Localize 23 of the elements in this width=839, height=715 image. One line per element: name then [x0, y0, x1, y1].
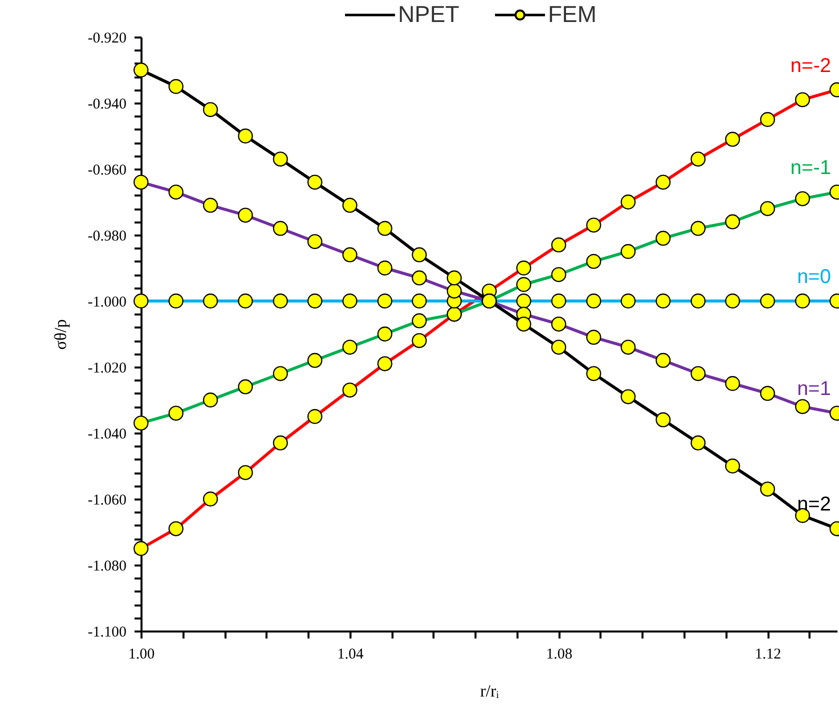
x-axis-title: r/rᵢ	[480, 682, 500, 700]
y-tick-label: -1.080	[88, 558, 126, 574]
y-tick-label: -1.060	[88, 492, 126, 508]
y-tick-label: -1.100	[88, 624, 126, 640]
y-tick-label: -0.980	[88, 228, 126, 244]
y-tick-label: -0.940	[88, 96, 126, 112]
x-tick-label: 1.12	[754, 646, 782, 662]
y-tick-label: -1.000	[88, 294, 126, 310]
legend-label: FEM	[548, 1, 597, 27]
annotation: n=-2	[790, 54, 831, 77]
x-tick-label: 1.00	[128, 646, 155, 662]
annotation: n=1	[797, 378, 831, 400]
y-tick-label: -0.920	[88, 30, 126, 46]
legend-label: NPET	[398, 1, 460, 27]
annotation: n=-1	[790, 157, 831, 180]
annotation: n=2	[797, 494, 831, 516]
x-tick-label: 1.08	[546, 646, 572, 662]
y-tick-label: -0.960	[88, 162, 126, 178]
annotation: n=0	[797, 266, 831, 288]
y-tick-label: -1.040	[88, 426, 126, 442]
x-tick-label: 1.04	[337, 646, 364, 662]
y-axis-title: σθ/p	[50, 319, 70, 350]
y-tick-label: -1.020	[88, 360, 126, 376]
